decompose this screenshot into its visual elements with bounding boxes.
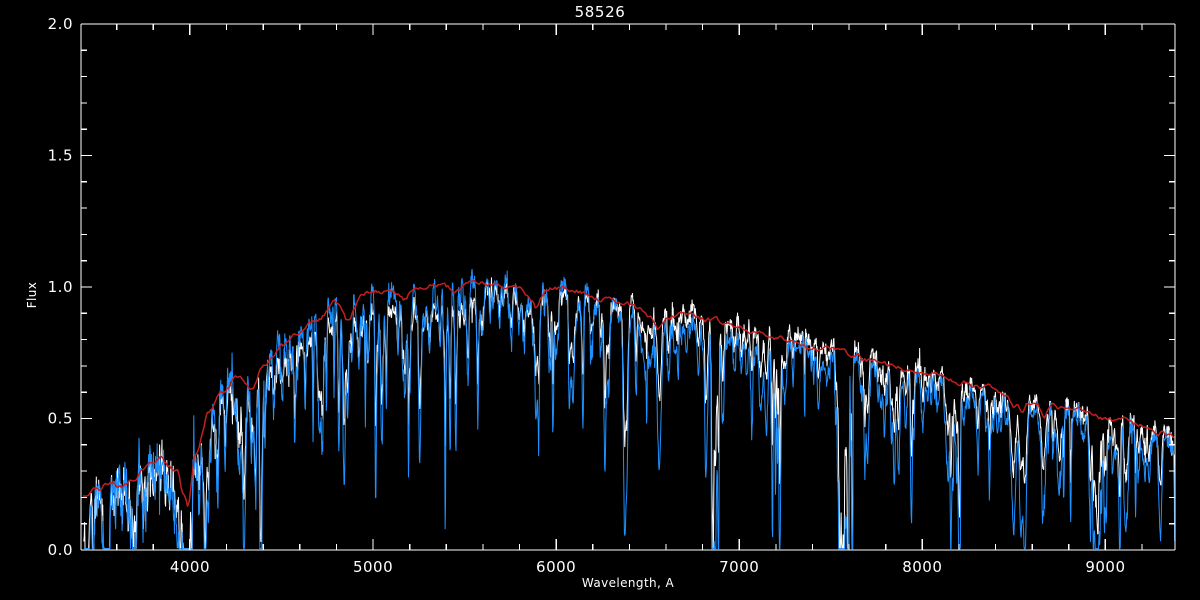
x-tick-label: 9000 <box>1085 558 1125 576</box>
chart-axes: 4000 5000 6000 7000 8000 9000 0.0 0.5 1.0 1.5 2.0 <box>48 15 1176 576</box>
observed-spectrum-blue-trace <box>83 268 1176 550</box>
y-tick-label: 1.0 <box>48 278 73 296</box>
x-tick-label: 6000 <box>536 558 576 576</box>
x-tick-label: 8000 <box>902 558 942 576</box>
page-title: 58526 <box>575 3 626 21</box>
x-tick-label: 4000 <box>170 558 210 576</box>
y-tick-label: 0.0 <box>48 541 73 559</box>
x-axis-label: Wavelength, A <box>582 576 675 590</box>
y-tick-label: 0.5 <box>48 410 73 428</box>
x-tick-label: 5000 <box>353 558 393 576</box>
x-tick-label: 7000 <box>719 558 759 576</box>
y-axis-label: Flux <box>25 282 39 309</box>
y-tick-label: 2.0 <box>48 15 73 33</box>
y-tick-label: 1.5 <box>48 147 73 165</box>
continuum-model-red-trace <box>83 280 1176 507</box>
data-traces <box>83 268 1176 550</box>
